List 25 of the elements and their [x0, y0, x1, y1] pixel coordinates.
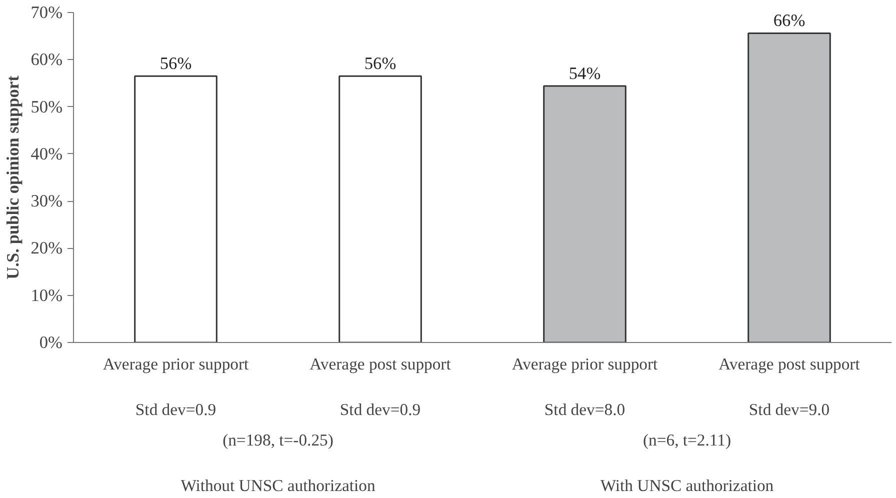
y-tick-label: 10%: [30, 286, 63, 305]
data-label: 56%: [364, 54, 396, 74]
bar: [748, 32, 831, 342]
bar: [338, 75, 422, 342]
text: (n=6, t=2.11): [642, 430, 732, 450]
category-label: Average prior support Std dev=0.9: [102, 354, 249, 420]
y-tick-label: 30%: [30, 192, 63, 211]
text: Without UNSC authorization: [180, 476, 376, 496]
text: (n=198, t=-0.25): [222, 430, 334, 450]
category-label: Average post support Std dev=9.0: [718, 354, 860, 420]
bar: [543, 85, 626, 342]
y-tick-label: 60%: [30, 50, 63, 70]
category-label: Average post support Std dev=0.9: [310, 354, 451, 420]
data-label: 66%: [773, 11, 806, 30]
bar: [134, 75, 218, 342]
category-label: Average prior support Std dev=8.0: [512, 354, 658, 420]
y-tick-label: 40%: [30, 144, 63, 164]
y-tick-label: 0%: [39, 333, 63, 352]
y-tick-label: 70%: [30, 3, 63, 22]
data-label: 56%: [160, 54, 192, 74]
text: With UNSC authorization: [600, 476, 774, 496]
data-label: 54%: [568, 64, 601, 84]
y-tick-label: 20%: [30, 238, 63, 258]
y-tick-label: 50%: [30, 97, 63, 116]
y-axis-title: U.S. public opinion support: [4, 75, 23, 280]
